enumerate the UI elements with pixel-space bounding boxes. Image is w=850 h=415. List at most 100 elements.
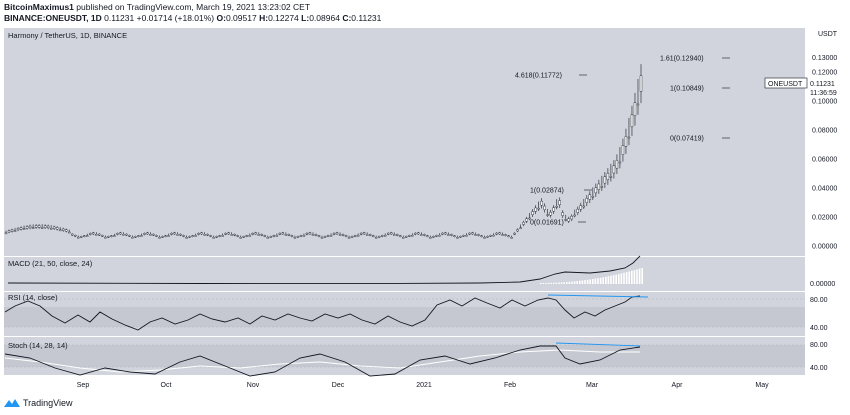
candle-body (514, 233, 516, 234)
macd-bar (600, 278, 602, 284)
candle-body (134, 236, 136, 237)
macd-bar (613, 275, 615, 284)
candle-body (342, 234, 344, 235)
macd-bar (610, 276, 612, 284)
candle-body (161, 236, 163, 237)
candle-body (168, 235, 170, 236)
time-tick: Apr (672, 382, 684, 389)
candle-body (204, 234, 206, 235)
candle-body (604, 177, 606, 183)
candle-body (339, 234, 341, 235)
candle-body (228, 233, 230, 234)
macd-bar (550, 283, 552, 284)
macd-bar (623, 273, 625, 284)
candle-body (532, 212, 534, 215)
candle-body (468, 233, 470, 234)
candle-body (309, 233, 311, 234)
candle-body (149, 234, 151, 235)
candle-body (44, 226, 46, 228)
candle-body (152, 234, 154, 235)
macd-bar (548, 283, 550, 284)
candle-body (619, 162, 621, 163)
candle-body (213, 237, 215, 238)
macd-bar (574, 281, 576, 284)
stoch-band (4, 345, 805, 367)
fib-label: 0(0.01691) (530, 220, 564, 227)
candle-body (465, 235, 467, 236)
candle-body (363, 233, 365, 234)
trading-chart[interactable]: Harmony / TetherUS, 1D, BINANCE MACD (21… (0, 0, 850, 398)
fib-label: 4.618(0.11772) (515, 73, 562, 80)
macd-bar (626, 272, 628, 284)
candle-body (83, 236, 85, 237)
macd-bar (569, 282, 571, 284)
candle-body (38, 225, 40, 227)
candle-body (68, 232, 70, 233)
candle-body (432, 236, 434, 237)
candle-body (447, 234, 449, 235)
candle-body (14, 231, 16, 232)
macd-bar (561, 282, 563, 284)
time-tick: May (755, 382, 769, 389)
candle-body (59, 230, 61, 231)
macd-bar (579, 281, 581, 284)
candle-body (508, 236, 510, 237)
candle-body (553, 208, 555, 212)
macd-bar (540, 283, 542, 284)
candle-body (417, 233, 419, 234)
candle-body (26, 226, 28, 228)
candle-body (219, 236, 221, 237)
candle-body (324, 236, 326, 237)
candle-body (616, 160, 618, 168)
candle-body (273, 236, 275, 237)
macd-bar (605, 277, 607, 284)
candle-body (32, 228, 34, 229)
macd-bar (636, 269, 638, 284)
candle-body (450, 234, 452, 235)
candle-body (92, 233, 94, 234)
candle-body (282, 233, 284, 234)
countdown: 11:36:59 (810, 90, 837, 97)
macd-bar (615, 275, 617, 284)
fib-label: 1.61(0.12940) (660, 56, 704, 63)
candle-body (101, 235, 103, 236)
candle-body (77, 237, 79, 238)
candle-body (607, 173, 609, 180)
candle-body (625, 136, 627, 146)
macd-bar (639, 269, 641, 284)
candle-body (523, 222, 525, 224)
candle-body (291, 236, 293, 237)
candle-body (423, 234, 425, 235)
macd-bar (602, 277, 604, 284)
candle-body (622, 145, 624, 154)
candle-body (20, 228, 22, 230)
candle-body (327, 235, 329, 236)
candle-body (535, 208, 537, 211)
candle-body (556, 206, 558, 207)
price-tick: 0.10000 (812, 99, 837, 106)
candle-body (574, 215, 576, 216)
tradingview-logo[interactable]: TradingView (4, 398, 73, 408)
candle-body (231, 234, 233, 235)
candle-body (429, 237, 431, 238)
candle-body (477, 235, 479, 236)
candle-body (565, 220, 567, 221)
candle-body (171, 233, 173, 234)
macd-pane[interactable] (4, 257, 805, 291)
time-axis[interactable]: Sep Oct Nov Dec 2021 Feb Mar Apr May (77, 382, 769, 389)
candle-body (637, 104, 639, 105)
macd-bar (545, 283, 547, 284)
time-tick: Feb (504, 382, 516, 389)
candle-body (499, 233, 501, 234)
candle-body (131, 237, 133, 238)
candle-body (598, 184, 600, 190)
candle-body (50, 228, 52, 229)
candle-body (613, 166, 615, 173)
candle-body (5, 233, 7, 234)
macd-bar (589, 279, 591, 284)
candle-body (113, 236, 115, 237)
candle-body (222, 235, 224, 236)
macd-bar (592, 279, 594, 284)
candle-body (480, 236, 482, 237)
candle-body (345, 236, 347, 237)
